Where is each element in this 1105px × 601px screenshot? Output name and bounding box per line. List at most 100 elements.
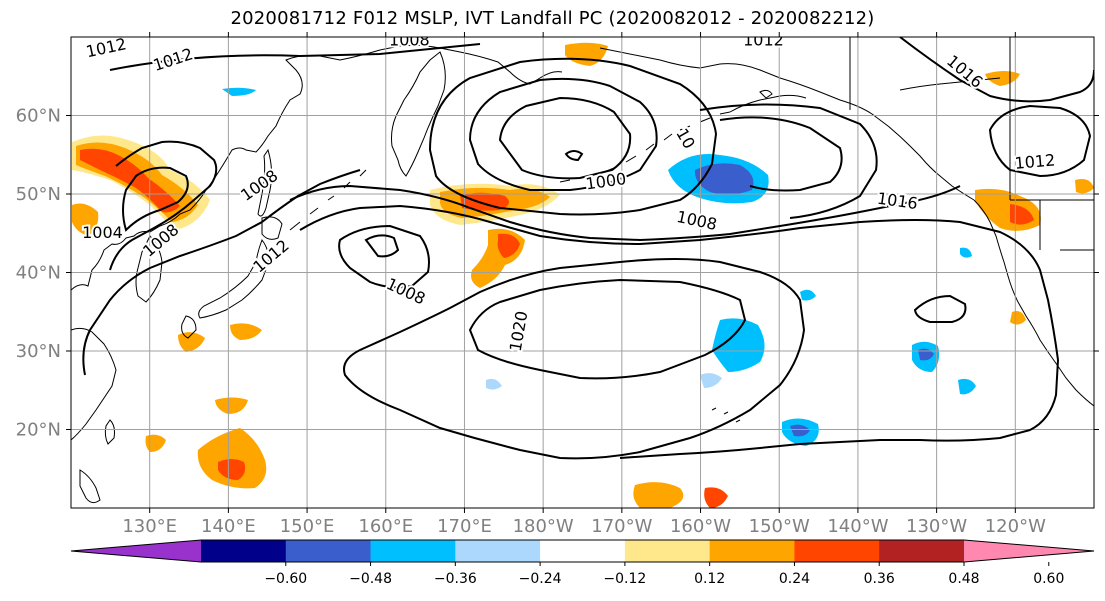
- ivt-blob-ca-coast: [960, 247, 972, 258]
- colorbar-tick-label: −0.36: [434, 571, 477, 587]
- lon-tick-label: 170°E: [437, 516, 492, 537]
- ivt-blob-luzon: [145, 434, 166, 452]
- colorbar-outline: [70, 539, 1095, 563]
- colorbar-tick-label: 0.48: [948, 571, 979, 587]
- colorbar-tick-label: −0.12: [603, 571, 646, 587]
- ivt-blob-sw-japan: [178, 332, 205, 352]
- contour-1008-west: [109, 140, 218, 271]
- lon-tick-label: 140°E: [201, 516, 256, 537]
- contour-1012-west: [82, 169, 361, 376]
- asia-coast: [71, 44, 563, 291]
- lat-tick-label: 30°N: [16, 341, 61, 362]
- contour-1012-east: [719, 116, 843, 192]
- ivt-blob-pnw-max: [1010, 204, 1034, 225]
- colorbar-segment: [879, 540, 965, 562]
- colorbar-segment: [540, 540, 626, 562]
- axis-labels: 60°N 50°N 40°N 30°N 20°N 130°E 140°E 150°E 160°E…: [16, 106, 1046, 538]
- ivt-blob-mid-pacific-small: [486, 378, 502, 390]
- ivt-blob-japan-sea-max: [80, 148, 180, 213]
- colorbar-segment: [455, 540, 541, 562]
- ivt-blob-hawaii-east-core: [790, 424, 810, 437]
- contour-label: 1004: [82, 223, 123, 242]
- ivt-blob-hawaii-south-2: [704, 487, 728, 508]
- lon-tick-label: 170°W: [591, 516, 652, 537]
- lat-tick-label: 20°N: [16, 420, 61, 441]
- ivt-blob-pnw-small: [1075, 179, 1094, 194]
- contour-1004-west: [122, 166, 189, 232]
- contour-1012-north-east: [899, 37, 1094, 103]
- contour-1004-low: [364, 234, 400, 258]
- colorbar-tick-label: −0.48: [349, 571, 392, 587]
- colorbar-segment: [201, 540, 287, 562]
- kodiak: [759, 89, 773, 99]
- colorbar-extend-high: [964, 540, 1094, 562]
- lat-tick-label: 40°N: [16, 263, 61, 284]
- contour-1020-high: [343, 258, 806, 460]
- coastlines: [71, 37, 1094, 504]
- colorbar-segment: [709, 540, 795, 562]
- lon-tick-label: 140°W: [827, 516, 888, 537]
- ivt-negative-regions: [222, 87, 976, 446]
- contour-1000-aleutian: [498, 96, 632, 180]
- ivt-blob-philippine-sea-max: [218, 459, 246, 480]
- lon-tick-label: 120°W: [985, 516, 1046, 537]
- gridlines: [71, 37, 1094, 508]
- contour-1008-low: [338, 224, 430, 289]
- ivt-blob-ryukyu: [215, 397, 248, 414]
- colorbar-tick-label: 0.60: [1033, 571, 1064, 587]
- colorbar-tick-label: −0.24: [519, 571, 562, 587]
- colorbar-tick-label: 0.12: [694, 571, 725, 587]
- lon-tick-label: 130°E: [122, 516, 177, 537]
- colorbar-tick-label: −0.60: [264, 571, 307, 587]
- colorbar-extend-low: [71, 540, 201, 562]
- colorbar-tick-label: 0.36: [864, 571, 895, 587]
- ivt-blob-korea-west: [72, 203, 99, 236]
- map-title: 2020081712 F012 MSLP, IVT Landfall PC (2…: [230, 8, 875, 29]
- taiwan: [104, 419, 115, 445]
- contour-label: 1008: [389, 30, 430, 49]
- lon-tick-label: 150°W: [749, 516, 810, 537]
- ivt-blob-baja: [1010, 311, 1026, 325]
- sakhalin: [257, 148, 273, 217]
- lon-tick-label: 160°W: [670, 516, 731, 537]
- contour-1016-east: [699, 103, 878, 219]
- lon-tick-label: 180°W: [513, 516, 574, 537]
- china-east-coast: [71, 327, 117, 441]
- colorbar-segment: [370, 540, 456, 562]
- axis-ticks: [66, 32, 1099, 513]
- contour-1012-mid: [289, 184, 961, 242]
- colorbar-segment: [624, 540, 711, 562]
- contour-label: 1012: [743, 30, 784, 49]
- mslp-contours: [82, 37, 1094, 460]
- colorbar-segment: [285, 540, 372, 562]
- ivt-blob-gulf-of-alaska-core: [694, 163, 754, 195]
- ivt-blob-siberia: [222, 87, 256, 96]
- korea: [135, 235, 163, 303]
- contour-1012-northeast-loop: [988, 104, 1092, 178]
- hokkaido: [261, 216, 283, 240]
- colorbar: −0.60 −0.48 −0.36 −0.24 −0.12 0.12 0.24 0.36 0.4…: [70, 539, 1095, 587]
- ivt-blob-north-canada: [985, 71, 1020, 86]
- contour-1016-north: [109, 43, 481, 71]
- ivt-blob-east-pacific-small: [958, 378, 976, 395]
- nw-america-coast: [973, 199, 1094, 407]
- contour-1008-aleutian-outer: [428, 57, 718, 216]
- canada-interior-borders: [849, 37, 1094, 251]
- contour-label: 1012: [1014, 150, 1056, 172]
- ivt-blob-bc-coast: [800, 289, 816, 301]
- kamchatka: [391, 51, 446, 177]
- ivt-blob-central-pacific-2: [700, 373, 722, 388]
- contour-1016-se: [913, 294, 967, 323]
- kuril-chain: [289, 169, 367, 231]
- colorbar-tick-label: 0.24: [779, 571, 810, 587]
- ivt-blob-northeast-pacific-core: [918, 348, 934, 361]
- ivt-blob-hawaii-south: [633, 482, 684, 508]
- kyushu: [181, 315, 197, 339]
- lat-tick-label: 50°N: [16, 184, 61, 205]
- contour-1004-aleutian: [468, 77, 658, 191]
- lon-tick-label: 160°E: [358, 516, 413, 537]
- alaska-peninsula: [729, 94, 807, 113]
- lat-tick-label: 60°N: [16, 106, 61, 127]
